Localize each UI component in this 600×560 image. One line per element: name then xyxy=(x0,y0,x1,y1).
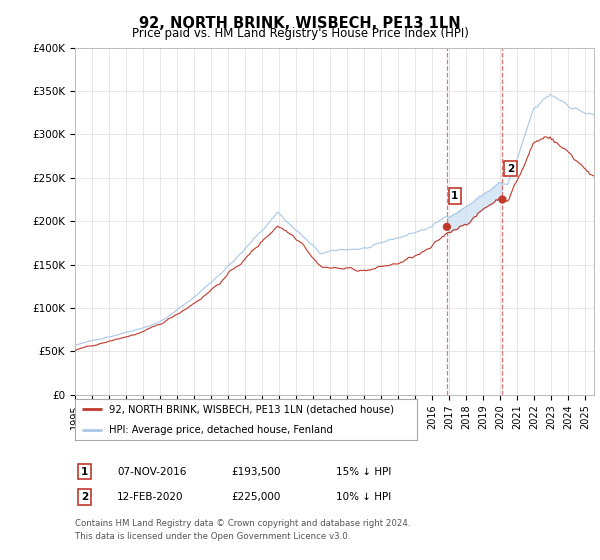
Text: £193,500: £193,500 xyxy=(231,466,281,477)
Text: 10% ↓ HPI: 10% ↓ HPI xyxy=(336,492,391,502)
Point xyxy=(497,195,507,204)
Text: 2: 2 xyxy=(507,164,514,174)
Text: 1: 1 xyxy=(81,466,88,477)
Text: 12-FEB-2020: 12-FEB-2020 xyxy=(117,492,184,502)
Text: Contains HM Land Registry data © Crown copyright and database right 2024.: Contains HM Land Registry data © Crown c… xyxy=(75,520,410,529)
Text: 92, NORTH BRINK, WISBECH, PE13 1LN (detached house): 92, NORTH BRINK, WISBECH, PE13 1LN (deta… xyxy=(109,404,394,414)
Text: HPI: Average price, detached house, Fenland: HPI: Average price, detached house, Fenl… xyxy=(109,424,333,435)
Point xyxy=(442,222,452,231)
Text: 92, NORTH BRINK, WISBECH, PE13 1LN: 92, NORTH BRINK, WISBECH, PE13 1LN xyxy=(139,16,461,31)
Text: 15% ↓ HPI: 15% ↓ HPI xyxy=(336,466,391,477)
Text: 07-NOV-2016: 07-NOV-2016 xyxy=(117,466,187,477)
Text: 2: 2 xyxy=(81,492,88,502)
Text: £225,000: £225,000 xyxy=(231,492,280,502)
Text: Price paid vs. HM Land Registry's House Price Index (HPI): Price paid vs. HM Land Registry's House … xyxy=(131,27,469,40)
Text: 1: 1 xyxy=(451,191,458,201)
Text: This data is licensed under the Open Government Licence v3.0.: This data is licensed under the Open Gov… xyxy=(75,532,350,541)
